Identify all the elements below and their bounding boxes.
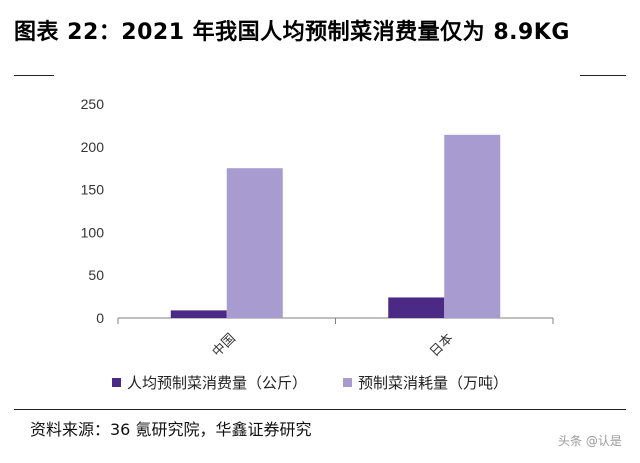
y-tick-label: 250 xyxy=(81,96,105,112)
watermark: 头条 @认是 xyxy=(558,434,622,448)
bar-2-2 xyxy=(444,134,501,318)
top-rule-right xyxy=(580,75,626,76)
legend-label-series-1: 人均预制菜消费量（公斤） xyxy=(127,374,308,392)
y-tick-label: 100 xyxy=(81,224,105,240)
x-tick-label: 中国 xyxy=(210,331,239,360)
y-tick-label: 0 xyxy=(96,310,104,326)
bottom-rule xyxy=(14,409,626,410)
bar-1-1 xyxy=(170,310,227,318)
chart-legend: 人均预制菜消费量（公斤） 预制菜消耗量（万吨） xyxy=(112,372,544,393)
bar-1-2 xyxy=(388,297,445,318)
legend-item-series-2: 预制菜消耗量（万吨） xyxy=(343,372,508,393)
legend-swatch-series-2 xyxy=(343,378,353,387)
y-tick-label: 50 xyxy=(88,267,104,283)
top-rule-left xyxy=(14,75,54,76)
legend-label-series-2: 预制菜消耗量（万吨） xyxy=(358,374,509,392)
legend-item-series-1: 人均预制菜消费量（公斤） xyxy=(112,372,307,393)
x-tick-label: 日本 xyxy=(427,331,456,360)
bar-2-1 xyxy=(226,168,283,318)
legend-swatch-series-1 xyxy=(112,378,121,387)
figure-title: 图表 22：2021 年我国人均预制菜消费量仅为 8.9KG xyxy=(14,20,570,45)
y-tick-label: 200 xyxy=(81,139,105,155)
y-tick-label: 150 xyxy=(81,182,105,198)
source-note: 资料来源：36 氪研究院，华鑫证券研究 xyxy=(30,420,312,439)
